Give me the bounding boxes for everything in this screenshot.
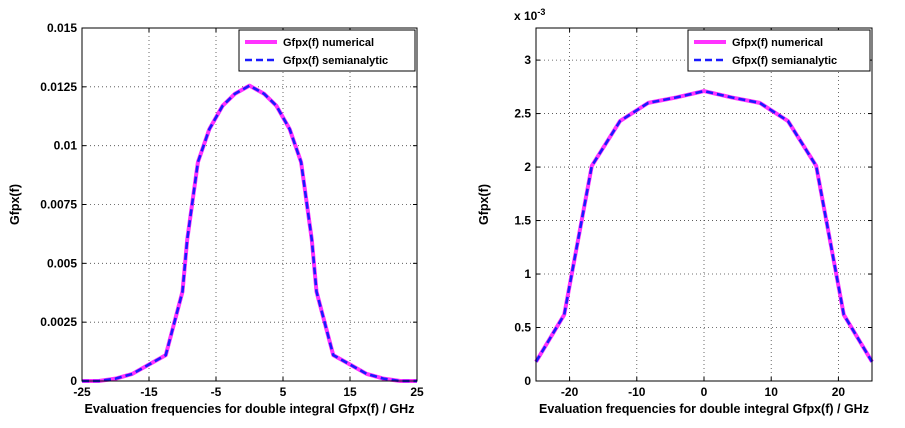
- legend-box-left: [238, 29, 416, 72]
- y-axis-label-left: Gfpx(f): [8, 184, 22, 225]
- series-layer-right: [534, 89, 874, 363]
- x-tick-label: -15: [140, 385, 158, 399]
- x-axis-label-right: Evaluation frequencies for double integr…: [539, 402, 869, 416]
- y-tick-label: 0: [70, 374, 77, 388]
- x-tick-label: 20: [832, 385, 846, 399]
- y-exponent-base: x 10: [514, 9, 538, 23]
- grid-left: [82, 28, 417, 381]
- x-tick-label: 10: [765, 385, 779, 399]
- series-line-semianalytic: [82, 84, 417, 383]
- ticks-right: -20 -10 0 10 20 0 0.5 1 1.5 2 2.5 3: [514, 28, 872, 399]
- x-axis-label-left: Evaluation frequencies for double integr…: [85, 402, 415, 416]
- series-line-numerical: [534, 89, 874, 363]
- x-tick-label: -5: [211, 385, 222, 399]
- legend-right: Gfpx(f) numerical Gfpx(f) semianalytic: [687, 29, 871, 72]
- legend-box-right: [687, 29, 871, 72]
- y-tick-label: 0.015: [47, 21, 77, 35]
- y-tick-label: 0.01: [54, 139, 78, 153]
- y-tick-label: 0.0125: [40, 80, 77, 94]
- y-tick-label: 1: [524, 267, 531, 281]
- series-line-semianalytic: [534, 89, 874, 363]
- y-tick-label: 2: [524, 160, 531, 174]
- legend-label-semianalytic-right: Gfpx(f) semianalytic: [732, 55, 837, 67]
- x-tick-label: 0: [701, 385, 708, 399]
- y-tick-label: 2.5: [514, 107, 531, 121]
- y-exponent-label-right: x 10-3: [514, 7, 545, 23]
- x-tick-label: 25: [410, 385, 424, 399]
- y-tick-label: 0.0075: [40, 198, 77, 212]
- y-tick-label: 3: [524, 53, 531, 67]
- x-tick-label: 5: [280, 385, 287, 399]
- ticks-left: -25 -15 -5 5 15 25 0 0.0025 0.005 0.0075 0.01 0.012…: [40, 21, 424, 399]
- legend-left: Gfpx(f) numerical Gfpx(f) semianalytic: [238, 29, 416, 72]
- chart-left: -25 -15 -5 5 15 25 0 0.0025 0.005 0.0075 0.01 0.012…: [8, 21, 424, 416]
- legend-label-semianalytic-left: Gfpx(f) semianalytic: [283, 55, 388, 67]
- legend-label-numerical-left: Gfpx(f) numerical: [283, 37, 374, 49]
- legend-label-numerical-right: Gfpx(f) numerical: [732, 37, 823, 49]
- y-tick-label: 0.5: [514, 321, 531, 335]
- x-tick-label: -10: [628, 385, 646, 399]
- y-tick-label: 0.005: [47, 256, 77, 270]
- y-tick-label: 0.0025: [40, 315, 77, 329]
- y-tick-label: 0: [524, 374, 531, 388]
- y-axis-label-right: Gfpx(f): [477, 184, 491, 225]
- chart-right: -20 -10 0 10 20 0 0.5 1 1.5 2 2.5 3 x 10-3 Evaluati…: [477, 7, 874, 416]
- x-tick-label: -20: [561, 385, 579, 399]
- grid-right: [536, 28, 872, 381]
- x-tick-label: -25: [73, 385, 91, 399]
- series-line-numerical: [82, 83, 417, 383]
- series-layer-left: [82, 83, 417, 383]
- y-exponent-power: -3: [537, 7, 545, 17]
- x-tick-label: 15: [343, 385, 357, 399]
- y-tick-label: 1.5: [514, 214, 531, 228]
